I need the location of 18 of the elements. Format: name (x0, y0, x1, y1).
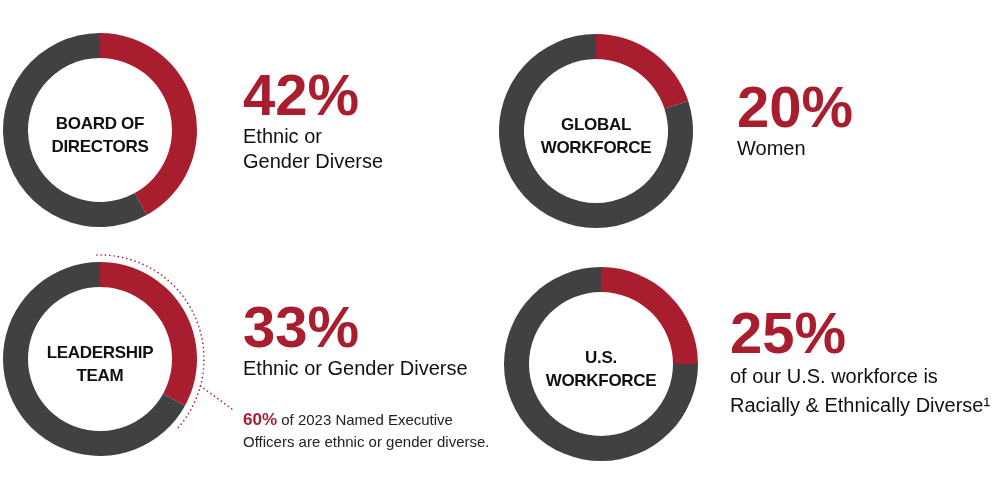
donut-slice (504, 267, 698, 461)
text: LEADERSHIP TEAM (46, 342, 154, 387)
data-label: 20% (737, 74, 854, 139)
slice-label: Ethnic or Gender Diverse (243, 357, 468, 379)
text: U.S. WORKFORCE (545, 347, 657, 392)
data-label: 42% (243, 62, 360, 127)
text: BOARD OF DIRECTORS (51, 113, 149, 158)
data-label: 25% (730, 300, 847, 365)
donut-slice (3, 262, 185, 456)
data-label: 33% (243, 294, 360, 359)
slice-label: Women (737, 137, 806, 159)
donut-slice (499, 34, 693, 228)
text: 60% of 2023 Named Executive Officers are ethnic or gender diverse. (243, 410, 490, 450)
donut-slice (3, 33, 147, 227)
slice-label: Ethnic or Gender Diverse (243, 125, 384, 172)
text: GLOBAL WORKFORCE (540, 114, 652, 159)
donut-slice (596, 34, 689, 109)
slice-label: of our U.S. workforce is Racially & Ethnically Diverse¹ (730, 365, 991, 416)
